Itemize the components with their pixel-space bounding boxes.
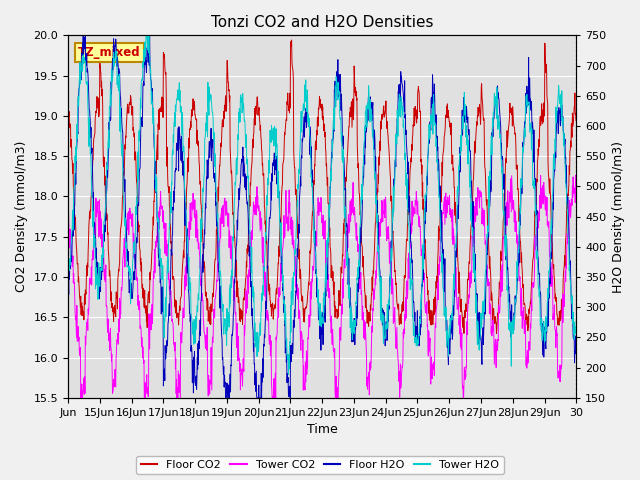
X-axis label: Time: Time [307,423,337,436]
Legend: Floor CO2, Tower CO2, Floor H2O, Tower H2O: Floor CO2, Tower CO2, Floor H2O, Tower H… [136,456,504,474]
Title: Tonzi CO2 and H2O Densities: Tonzi CO2 and H2O Densities [211,15,433,30]
Y-axis label: H2O Density (mmol/m3): H2O Density (mmol/m3) [612,141,625,293]
Y-axis label: CO2 Density (mmol/m3): CO2 Density (mmol/m3) [15,141,28,292]
Text: TZ_mixed: TZ_mixed [78,46,141,59]
